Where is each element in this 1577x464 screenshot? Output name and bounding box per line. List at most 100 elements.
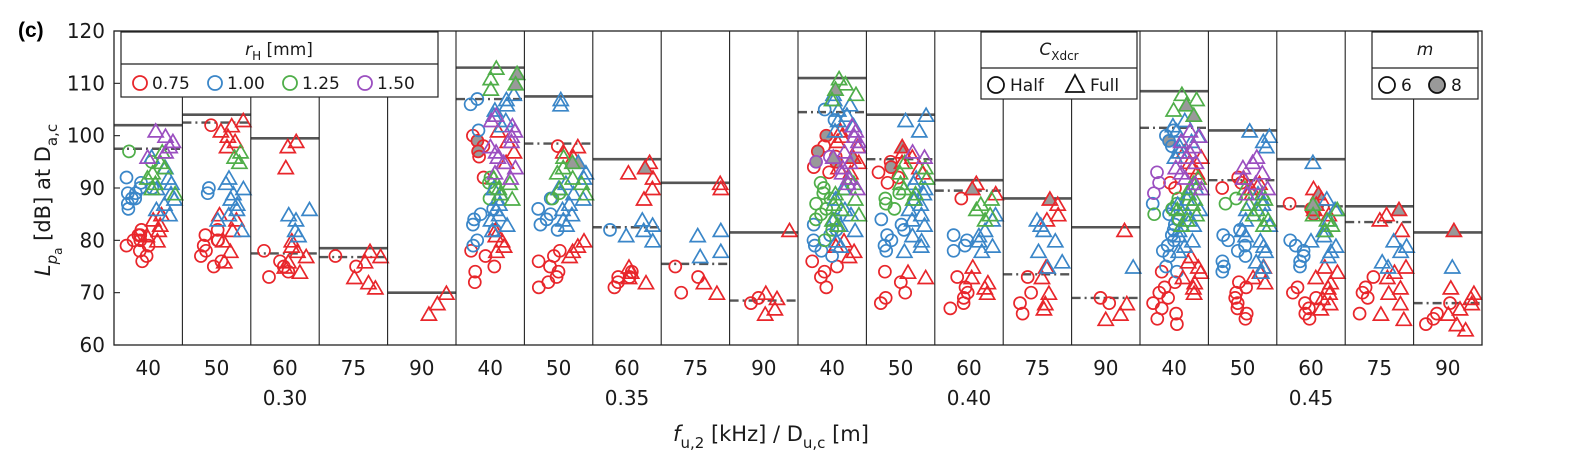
data-point-full xyxy=(1319,247,1338,264)
data-point-full xyxy=(486,164,504,180)
data-point-full xyxy=(969,226,988,243)
data-point-full xyxy=(234,179,253,196)
data-point-full xyxy=(1053,253,1072,269)
data-point-full xyxy=(1168,195,1187,212)
data-point-full xyxy=(1384,232,1403,248)
legend-m: m 6 8 xyxy=(1371,31,1479,100)
data-point-full xyxy=(359,273,378,290)
data-point-full xyxy=(551,96,570,112)
x-tick-label: 90 xyxy=(409,356,434,380)
data-point-full xyxy=(1315,226,1333,243)
y-axis-label-sub1: p xyxy=(43,255,61,266)
data-point-full xyxy=(217,174,235,191)
data-point-full xyxy=(165,190,184,206)
legend-rH-marker-1-50 xyxy=(357,75,373,91)
data-point-half xyxy=(531,202,546,216)
y-axis-label-base: L xyxy=(31,264,55,276)
data-point-half xyxy=(1146,296,1160,310)
data-point-full xyxy=(1315,258,1334,274)
data-point-full xyxy=(643,216,662,232)
legend-m-box xyxy=(1371,31,1479,100)
data-point-full xyxy=(371,247,390,264)
data-point-full xyxy=(504,85,523,102)
legend-rH-item-1-25: 1.25 xyxy=(302,74,340,94)
data-point-half xyxy=(1229,285,1244,300)
data-point-full xyxy=(279,205,298,222)
x-tick-label: 60 xyxy=(956,356,981,380)
data-point-full xyxy=(836,75,855,91)
data-point-full xyxy=(500,174,519,191)
data-point-full xyxy=(568,137,587,154)
data-point-half xyxy=(1218,196,1233,211)
x-tick-label: 50 xyxy=(888,356,913,380)
data-point-full xyxy=(495,237,514,253)
x-tick-label: 60 xyxy=(1298,356,1323,380)
panel-label: (c) xyxy=(18,19,44,42)
data-point-full xyxy=(849,205,868,222)
data-point-full xyxy=(637,273,655,290)
data-point-full xyxy=(498,216,517,232)
data-point-full xyxy=(497,96,516,112)
data-point-half xyxy=(1238,311,1253,326)
data-point-half xyxy=(206,259,221,274)
data-point-full xyxy=(487,242,506,259)
x-axis-label-f: f xyxy=(673,422,684,446)
data-point-full xyxy=(1169,242,1188,259)
data-point-full xyxy=(1240,195,1258,212)
data-point-full xyxy=(1373,253,1392,269)
legend-m-marker-6 xyxy=(1378,76,1396,94)
tick-labels-layer: 60 70 80 90 100 110 120 40 50 60 75 90 40 50 60 75 90 40 5… xyxy=(67,19,1461,410)
data-point-half xyxy=(1147,207,1162,222)
data-point-half xyxy=(1293,254,1307,269)
data-point-full xyxy=(221,242,240,259)
data-point-half xyxy=(1215,264,1230,279)
data-point-full xyxy=(982,190,1001,206)
data-point-half xyxy=(132,243,147,258)
data-point-full xyxy=(635,190,653,206)
data-point-half xyxy=(809,212,823,227)
data-point-half xyxy=(825,223,840,237)
data-point-half xyxy=(1221,233,1235,248)
data-point-full xyxy=(218,137,236,154)
legend-rH-item-1-00: 1.00 xyxy=(227,74,265,94)
legend-rH-marker-1-00 xyxy=(207,75,223,91)
data-point-full xyxy=(780,221,799,238)
data-point-full xyxy=(1311,300,1330,316)
data-point-full xyxy=(282,232,301,248)
data-point-half xyxy=(531,254,546,269)
data-point-full xyxy=(223,221,242,238)
data-point-half xyxy=(1159,259,1173,274)
data-point-full xyxy=(1236,226,1255,243)
data-point-half xyxy=(472,149,486,164)
data-point-full xyxy=(1180,179,1199,196)
data-point-full xyxy=(1304,195,1322,212)
data-point-half xyxy=(825,249,839,263)
data-point-full xyxy=(619,164,638,180)
data-point-full xyxy=(282,237,301,253)
x-group-label: 0.45 xyxy=(1289,386,1334,410)
data-point-half xyxy=(954,191,969,206)
data-point-full xyxy=(849,153,868,170)
data-point-full xyxy=(756,305,775,321)
data-point-full xyxy=(215,253,234,269)
data-point-full xyxy=(1172,132,1191,149)
data-point-full xyxy=(1443,258,1462,274)
data-point-full xyxy=(138,169,157,185)
data-point-full xyxy=(895,179,914,196)
data-point-full xyxy=(481,137,500,154)
data-point-full xyxy=(983,237,1002,253)
data-point-full xyxy=(502,127,521,144)
data-point-full xyxy=(848,179,867,196)
data-point-full xyxy=(1246,174,1265,191)
data-point-full xyxy=(1240,122,1259,138)
data-point-full xyxy=(1049,205,1068,222)
x-tick-label: 90 xyxy=(751,356,776,380)
data-point-full xyxy=(1394,310,1413,327)
data-point-full xyxy=(1187,90,1206,107)
data-point-full xyxy=(1304,205,1323,222)
data-point-full xyxy=(1254,237,1273,253)
data-point-full xyxy=(1385,263,1404,280)
data-point-full xyxy=(481,80,500,96)
data-point-half xyxy=(887,202,902,216)
data-point-half xyxy=(119,238,134,253)
